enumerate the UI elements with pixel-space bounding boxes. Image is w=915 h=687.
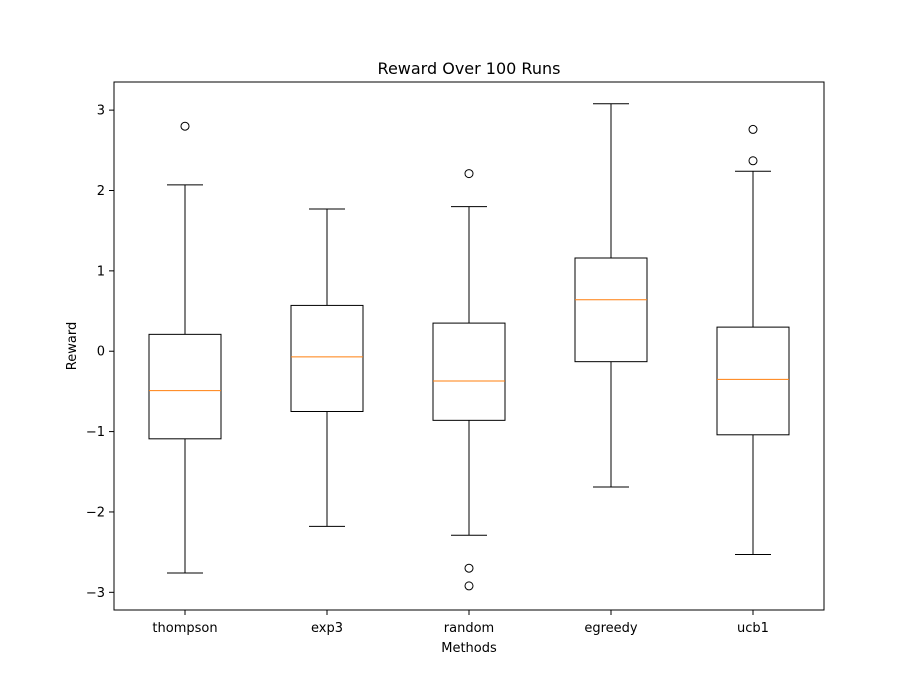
x-axis-label: Methods <box>441 641 497 656</box>
y-tick-label: −3 <box>86 586 105 601</box>
outlier-random <box>464 581 474 591</box>
box-random <box>432 322 506 421</box>
y-tick-label: 2 <box>97 184 105 199</box>
outlier-thompson <box>180 121 190 131</box>
box-exp3 <box>290 304 364 412</box>
plot-area: −3 −2 −1 0 1 2 3 thompson exp3 random egreedy ucb1 <box>86 103 790 636</box>
outlier-ucb1 <box>748 156 758 166</box>
x-tick-label: exp3 <box>311 621 343 636</box>
y-tick-label: −2 <box>86 505 105 520</box>
y-axis-label: Reward <box>65 322 80 370</box>
x-tick-label: thompson <box>152 621 217 636</box>
x-tick-label: egreedy <box>584 621 638 636</box>
box-ucb1 <box>716 326 790 436</box>
y-tick-label: −1 <box>86 425 105 440</box>
outlier-random <box>464 563 474 573</box>
outlier-ucb1 <box>748 124 758 134</box>
y-tick-label: 3 <box>97 104 105 119</box>
y-tick-label: 0 <box>97 345 105 360</box>
y-tick-label: 1 <box>97 264 105 279</box>
axes-frame <box>113 81 825 611</box>
x-tick-label: ucb1 <box>737 621 769 636</box>
outlier-random <box>464 169 474 179</box>
chart-title: Reward Over 100 Runs <box>378 59 561 78</box>
box-egreedy <box>574 257 648 363</box>
x-tick-label: random <box>444 621 494 636</box>
box-thompson <box>148 333 222 440</box>
